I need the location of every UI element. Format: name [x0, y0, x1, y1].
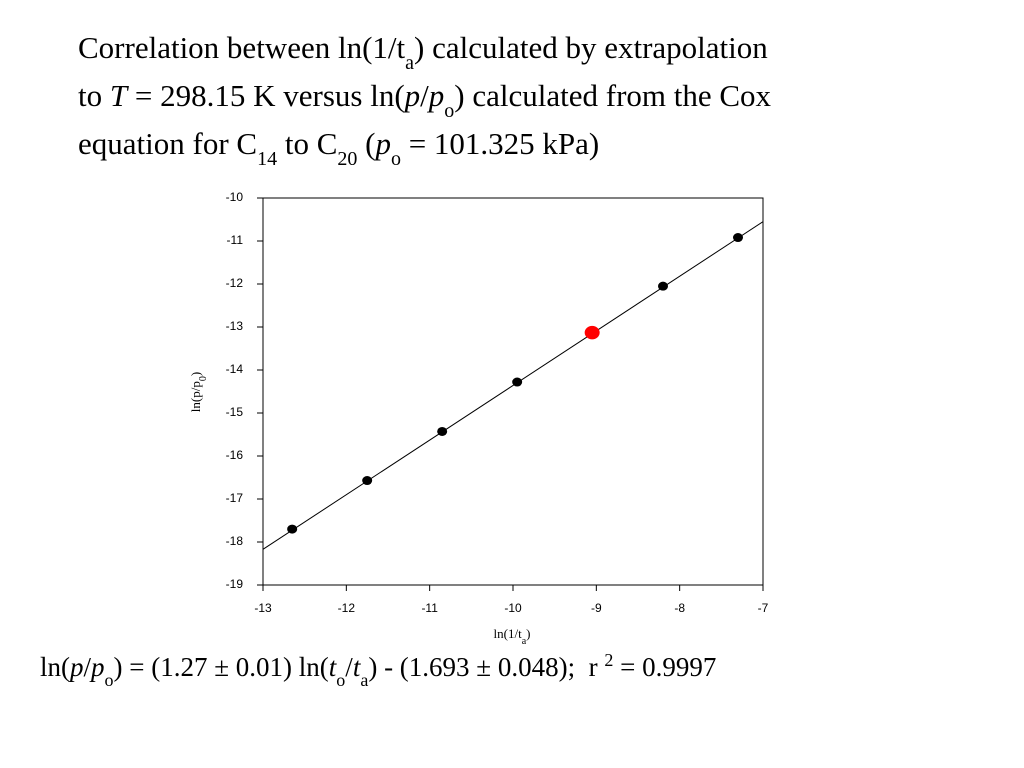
title-text: to C [277, 126, 337, 161]
data-point [437, 426, 448, 436]
title-text: Correlation between ln(1/t [78, 30, 406, 65]
title-text: p [427, 78, 445, 113]
y-axis-label-text: ln(p/p [188, 381, 203, 412]
equation-text: = 0.9997 [613, 652, 716, 682]
title-text: T [110, 78, 130, 113]
data-point [658, 281, 668, 291]
x-tick-label: -7 [758, 601, 769, 615]
x-tick-label: -9 [591, 601, 602, 615]
title-line: Correlation between ln(1/ta) calculated … [78, 30, 768, 74]
y-tick-label: -18 [226, 534, 244, 548]
title-text: to [78, 78, 110, 113]
y-tick-label: -11 [227, 233, 244, 247]
equation-text: ) - (1.693 ± 0.048); r [368, 652, 604, 682]
title-text: = 101.325 kPa) [401, 126, 599, 161]
title-text: ) calculated from the Cox [454, 78, 771, 113]
y-tick-label: -17 [226, 491, 244, 505]
x-axis-label: ln(1/ta) [494, 626, 531, 647]
y-axis-label: ln(p/p0) [188, 372, 209, 412]
title-text: = 298.15 K versus ln( [127, 78, 405, 113]
title-line: to T = 298.15 K versus ln(p/po) calculat… [78, 78, 772, 122]
y-tick-label: -14 [226, 362, 244, 376]
title-text: a [405, 52, 414, 74]
equation-text: t [353, 652, 362, 682]
title-text: o [391, 148, 401, 170]
y-tick-label: -13 [226, 319, 244, 333]
x-tick-label: -13 [254, 601, 272, 615]
x-axis-label-text: a [522, 636, 527, 647]
equation-text: t [329, 652, 338, 682]
y-tick-label: -15 [226, 405, 244, 419]
x-tick-label: -10 [504, 601, 522, 615]
y-axis-label-text: ) [188, 372, 203, 376]
title-text: ( [357, 126, 375, 161]
data-point [584, 325, 600, 340]
x-axis-label-text: ln(1/t [494, 626, 523, 641]
equation-text: p [89, 652, 105, 682]
x-tick-label: -8 [674, 601, 685, 615]
fit-line [262, 221, 764, 550]
title-text: equation for C [78, 126, 257, 161]
x-tick-label: -12 [338, 601, 356, 615]
equation-text: o [105, 670, 114, 690]
data-point [512, 377, 523, 387]
title-text: ) calculated by extrapolation [414, 30, 768, 65]
y-tick-label: -19 [226, 577, 244, 591]
y-tick-label: -12 [226, 276, 244, 290]
x-axis-label-text: ) [526, 626, 530, 641]
plot-frame [262, 197, 764, 586]
title-text: p [403, 78, 421, 113]
equation-text: 2 [604, 650, 613, 670]
title-text: p [373, 126, 391, 161]
title-text: 20 [337, 148, 357, 170]
title-line: equation for C14 to C20 (po = 101.325 kP… [78, 126, 599, 170]
equation-text: ) = (1.27 ± 0.01) ln( [114, 652, 329, 682]
title-text: o [444, 100, 454, 122]
equation-text: a [360, 670, 368, 690]
data-point [733, 233, 743, 243]
data-point [287, 524, 298, 534]
title-text: 14 [257, 148, 277, 170]
x-tick-label: -11 [421, 601, 438, 615]
title-text: / [420, 78, 429, 113]
y-tick-label: -10 [226, 190, 244, 204]
equation-text: / [345, 652, 353, 682]
data-point [362, 476, 373, 486]
equation-text: p [68, 652, 84, 682]
equation-text: ln( [40, 652, 70, 682]
equation: ln(p/po) = (1.27 ± 0.01) ln(to/ta) - (1.… [40, 650, 716, 690]
y-axis-label-text: 0 [198, 376, 209, 381]
equation-text: / [84, 652, 92, 682]
equation-text: o [336, 670, 345, 690]
y-tick-label: -16 [226, 448, 244, 462]
